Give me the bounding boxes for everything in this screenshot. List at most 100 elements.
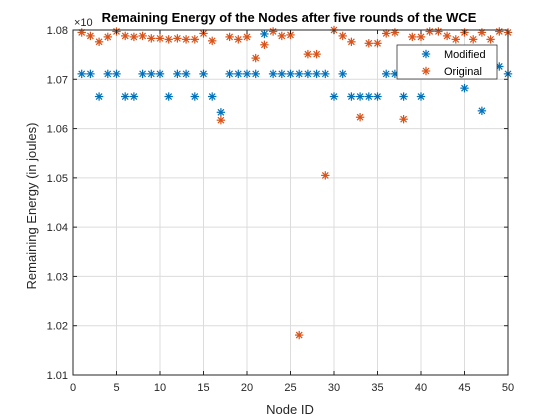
y-tick-label: 1.04 — [47, 222, 68, 234]
data-point-original — [338, 31, 347, 41]
data-point-original — [303, 49, 313, 59]
data-point-modified — [399, 92, 408, 101]
data-point-modified — [86, 69, 95, 79]
data-point-modified — [94, 92, 104, 101]
legend-label-original: Original — [444, 66, 482, 78]
y-tick-label: 1.03 — [47, 271, 68, 283]
legend-label-modified: Modified — [444, 49, 486, 61]
ticks: 0 5 10 15 20 25 30 35 40 45 50 1.01 1.02 1.03 1.04 1.05… — [47, 25, 515, 394]
data-point-original — [295, 330, 304, 340]
data-point-modified — [138, 69, 147, 79]
data-point-original — [225, 32, 234, 42]
data-point-original — [373, 39, 382, 48]
data-point-modified — [382, 69, 391, 79]
data-point-original — [234, 35, 243, 44]
data-point-modified — [312, 69, 321, 79]
data-point-modified — [103, 69, 112, 79]
legend-box — [396, 44, 498, 80]
data-point-original — [155, 34, 165, 43]
data-point-original — [399, 115, 408, 124]
data-point-modified — [295, 69, 304, 79]
data-point-original — [103, 32, 112, 42]
data-point-modified — [121, 92, 130, 101]
data-point-original — [277, 31, 286, 41]
legend: Modified Original — [396, 44, 498, 80]
data-point-modified — [303, 69, 313, 79]
data-point-modified — [129, 92, 139, 101]
data-point-original — [355, 113, 365, 122]
x-axis-label: Node ID — [266, 402, 314, 417]
x-tick-label: 35 — [371, 382, 383, 394]
data-point-modified — [77, 69, 86, 79]
data-point-original — [147, 34, 156, 43]
data-point-modified — [260, 29, 269, 39]
data-point-original — [451, 35, 460, 44]
data-point-modified — [225, 69, 234, 79]
y-tick-label: 1.06 — [47, 124, 68, 136]
plot-area: 0 5 10 15 20 25 30 35 40 45 50 1.01 1.02 1.03 1.04 1.05… — [47, 25, 515, 394]
y-exponent-label: ×10 — [74, 17, 93, 29]
data-point-modified — [416, 92, 426, 101]
data-point-modified — [355, 92, 365, 101]
data-point-modified — [147, 69, 156, 79]
data-point-original — [86, 31, 95, 41]
data-point-original — [251, 53, 260, 63]
data-point-original — [434, 27, 443, 36]
data-point-modified — [181, 69, 191, 79]
data-point-modified — [338, 69, 347, 79]
data-point-modified — [208, 92, 217, 101]
data-point-modified — [164, 92, 173, 101]
data-point-modified — [155, 69, 165, 79]
x-tick-label: 40 — [415, 382, 427, 394]
data-point-original — [260, 40, 269, 49]
data-point-modified — [477, 106, 487, 116]
data-point-modified — [112, 69, 121, 79]
x-tick-label: 30 — [328, 382, 340, 394]
legend-marker-modified — [421, 49, 431, 59]
x-tick-label: 0 — [70, 382, 76, 394]
y-tick-label: 1.08 — [47, 25, 68, 37]
data-point-modified — [373, 92, 382, 101]
data-point-original — [121, 31, 130, 41]
data-point-modified — [321, 69, 330, 79]
data-point-modified — [251, 69, 260, 79]
data-point-modified — [277, 69, 286, 79]
data-point-original — [486, 35, 495, 44]
data-point-original — [129, 32, 139, 42]
data-point-original — [190, 35, 199, 44]
data-point-original — [94, 37, 104, 47]
data-point-modified — [242, 69, 252, 79]
y-tick-label: 1.02 — [47, 321, 68, 333]
data-point-original — [208, 36, 217, 46]
x-tick-label: 50 — [502, 382, 514, 394]
x-tick-label: 20 — [241, 382, 253, 394]
y-tick-label: 1.01 — [47, 370, 68, 382]
x-tick-label: 10 — [154, 382, 166, 394]
data-point-original — [469, 35, 478, 44]
data-point-original — [442, 31, 452, 41]
data-point-modified — [286, 69, 295, 79]
data-point-modified — [173, 69, 182, 79]
legend-marker-icon-original — [421, 66, 431, 76]
data-point-original — [495, 27, 504, 36]
data-point-modified — [329, 92, 339, 101]
data-point-modified — [216, 108, 226, 117]
data-point-original — [242, 32, 252, 42]
legend-marker-original — [421, 66, 431, 76]
x-tick-label: 45 — [458, 382, 470, 394]
data-point-modified — [268, 69, 278, 79]
y-tick-label: 1.05 — [47, 173, 68, 185]
data-point-original — [347, 37, 356, 47]
data-point-modified — [190, 92, 199, 101]
data-point-original — [181, 35, 191, 44]
data-point-original — [364, 39, 373, 48]
chart-title: Remaining Energy of the Nodes after five… — [102, 10, 477, 25]
data-point-modified — [460, 83, 469, 93]
data-point-original — [138, 31, 147, 41]
data-point-modified — [199, 69, 208, 79]
data-point-modified — [347, 92, 356, 101]
series-original — [77, 25, 513, 340]
data-point-original — [216, 115, 226, 125]
data-point-original — [312, 49, 321, 59]
